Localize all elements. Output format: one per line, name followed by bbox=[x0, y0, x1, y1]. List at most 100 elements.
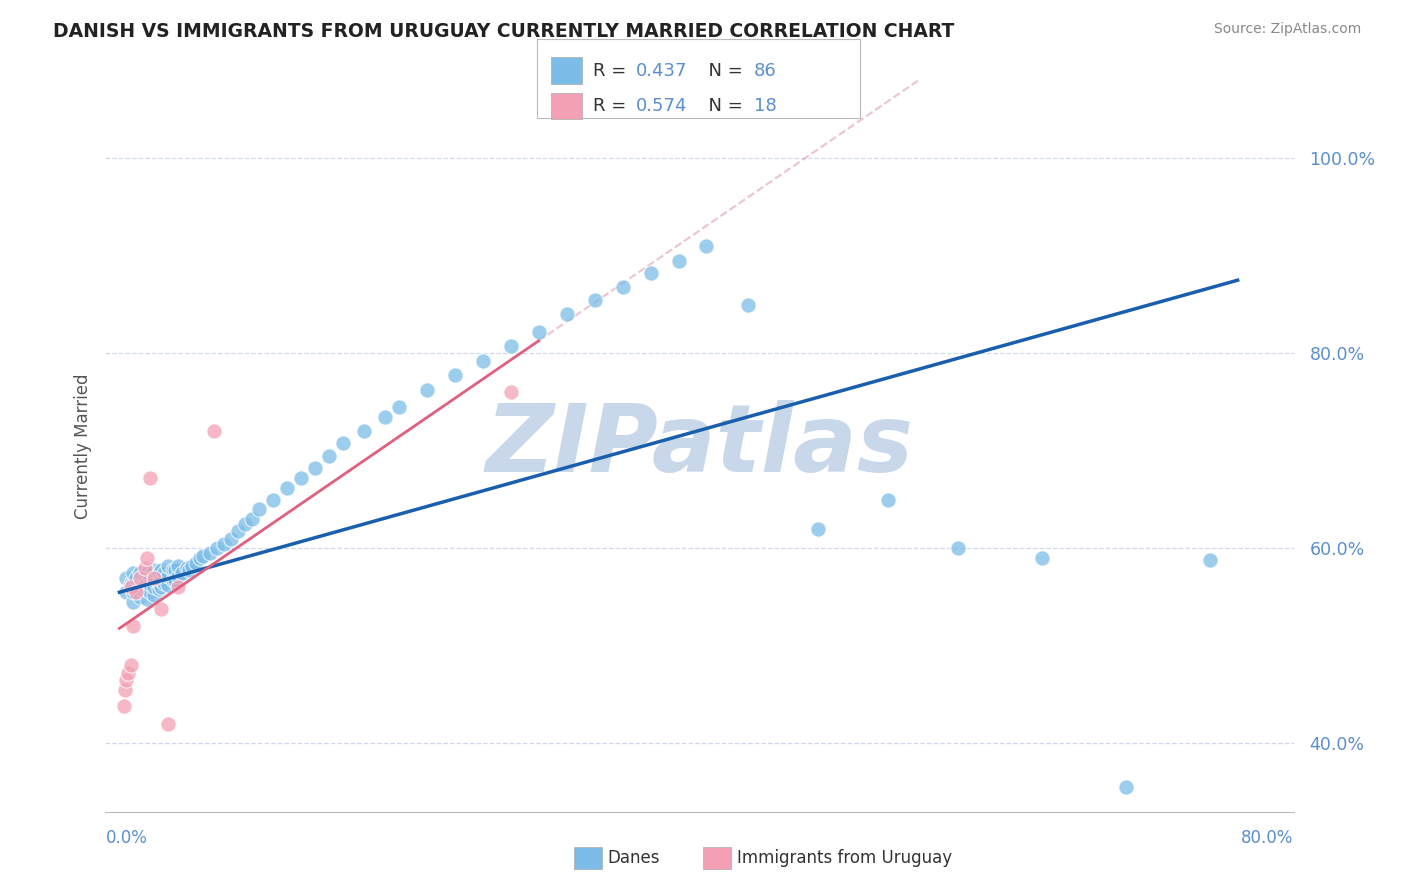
Text: 0.437: 0.437 bbox=[636, 62, 688, 79]
Point bbox=[153, 566, 176, 580]
Point bbox=[162, 563, 184, 577]
Point bbox=[193, 549, 215, 564]
Point bbox=[374, 409, 396, 424]
Point bbox=[139, 568, 162, 582]
Point bbox=[499, 338, 522, 352]
Point bbox=[136, 551, 159, 566]
Text: N =: N = bbox=[697, 62, 749, 79]
Point bbox=[165, 563, 187, 577]
Point bbox=[157, 578, 180, 592]
Point bbox=[262, 492, 284, 507]
Text: 80.0%: 80.0% bbox=[1241, 829, 1294, 847]
Text: R =: R = bbox=[593, 97, 633, 115]
Point bbox=[143, 573, 166, 587]
Text: R =: R = bbox=[593, 62, 633, 79]
Point bbox=[877, 492, 900, 507]
Y-axis label: Currently Married: Currently Married bbox=[73, 373, 91, 519]
Text: Danes: Danes bbox=[607, 849, 659, 867]
Point bbox=[583, 293, 606, 307]
Point bbox=[150, 602, 173, 616]
Text: Immigrants from Uruguay: Immigrants from Uruguay bbox=[737, 849, 952, 867]
Point bbox=[134, 568, 156, 582]
Point bbox=[120, 581, 142, 595]
Point bbox=[247, 502, 270, 516]
Point bbox=[122, 595, 145, 609]
Point bbox=[332, 436, 354, 450]
Point bbox=[204, 425, 226, 439]
Point bbox=[612, 280, 634, 294]
Point bbox=[186, 556, 208, 570]
Point bbox=[555, 307, 578, 321]
Point bbox=[1031, 551, 1053, 566]
Text: 0.0%: 0.0% bbox=[105, 829, 148, 847]
Point bbox=[946, 541, 969, 556]
Point bbox=[139, 577, 162, 591]
Point bbox=[139, 585, 162, 599]
Point bbox=[122, 619, 145, 633]
Point bbox=[200, 546, 222, 560]
Point bbox=[181, 558, 204, 573]
Point bbox=[353, 425, 375, 439]
Point bbox=[167, 581, 190, 595]
Point bbox=[122, 575, 145, 590]
Point bbox=[143, 581, 166, 595]
Point bbox=[157, 717, 180, 731]
Point bbox=[157, 568, 180, 582]
Point bbox=[157, 558, 180, 573]
Text: DANISH VS IMMIGRANTS FROM URUGUAY CURRENTLY MARRIED CORRELATION CHART: DANISH VS IMMIGRANTS FROM URUGUAY CURREN… bbox=[53, 22, 955, 41]
Point bbox=[153, 575, 176, 590]
Text: ZIPatlas: ZIPatlas bbox=[485, 400, 914, 492]
Point bbox=[167, 568, 190, 582]
Point bbox=[139, 471, 162, 485]
Text: 86: 86 bbox=[754, 62, 776, 79]
Point bbox=[276, 481, 298, 495]
Point bbox=[136, 583, 159, 598]
Point bbox=[1115, 780, 1137, 795]
Point bbox=[117, 666, 139, 681]
Point bbox=[240, 512, 263, 526]
Point bbox=[115, 673, 138, 687]
Text: Source: ZipAtlas.com: Source: ZipAtlas.com bbox=[1213, 22, 1361, 37]
Point bbox=[165, 573, 187, 587]
Point bbox=[499, 385, 522, 400]
Point bbox=[125, 581, 148, 595]
Point bbox=[112, 699, 135, 714]
Text: N =: N = bbox=[697, 97, 749, 115]
Point bbox=[122, 585, 145, 599]
Point bbox=[444, 368, 467, 382]
Point bbox=[527, 325, 550, 339]
Point bbox=[668, 253, 690, 268]
Point bbox=[148, 566, 170, 580]
Point bbox=[148, 575, 170, 590]
Point bbox=[150, 573, 173, 587]
Point bbox=[125, 585, 148, 599]
Point bbox=[129, 571, 152, 585]
Point bbox=[115, 585, 138, 599]
Point bbox=[318, 449, 340, 463]
Point bbox=[737, 297, 759, 311]
Point bbox=[388, 400, 411, 414]
Point bbox=[172, 566, 194, 580]
Point bbox=[129, 566, 152, 580]
Point bbox=[214, 536, 236, 550]
Point bbox=[115, 571, 138, 585]
Point bbox=[190, 551, 212, 566]
Point bbox=[129, 575, 152, 590]
Point bbox=[134, 561, 156, 575]
Point bbox=[807, 522, 830, 536]
Point bbox=[290, 471, 312, 485]
Point bbox=[143, 588, 166, 602]
Point bbox=[136, 566, 159, 580]
Point bbox=[640, 266, 662, 280]
Point bbox=[219, 532, 242, 546]
Point bbox=[120, 575, 142, 590]
Point bbox=[125, 571, 148, 585]
Point bbox=[129, 590, 152, 604]
Point bbox=[416, 384, 439, 398]
Point bbox=[695, 239, 717, 253]
Point bbox=[233, 516, 256, 531]
Point bbox=[122, 566, 145, 580]
Point bbox=[471, 354, 494, 368]
Point bbox=[150, 581, 173, 595]
Point bbox=[226, 524, 249, 538]
